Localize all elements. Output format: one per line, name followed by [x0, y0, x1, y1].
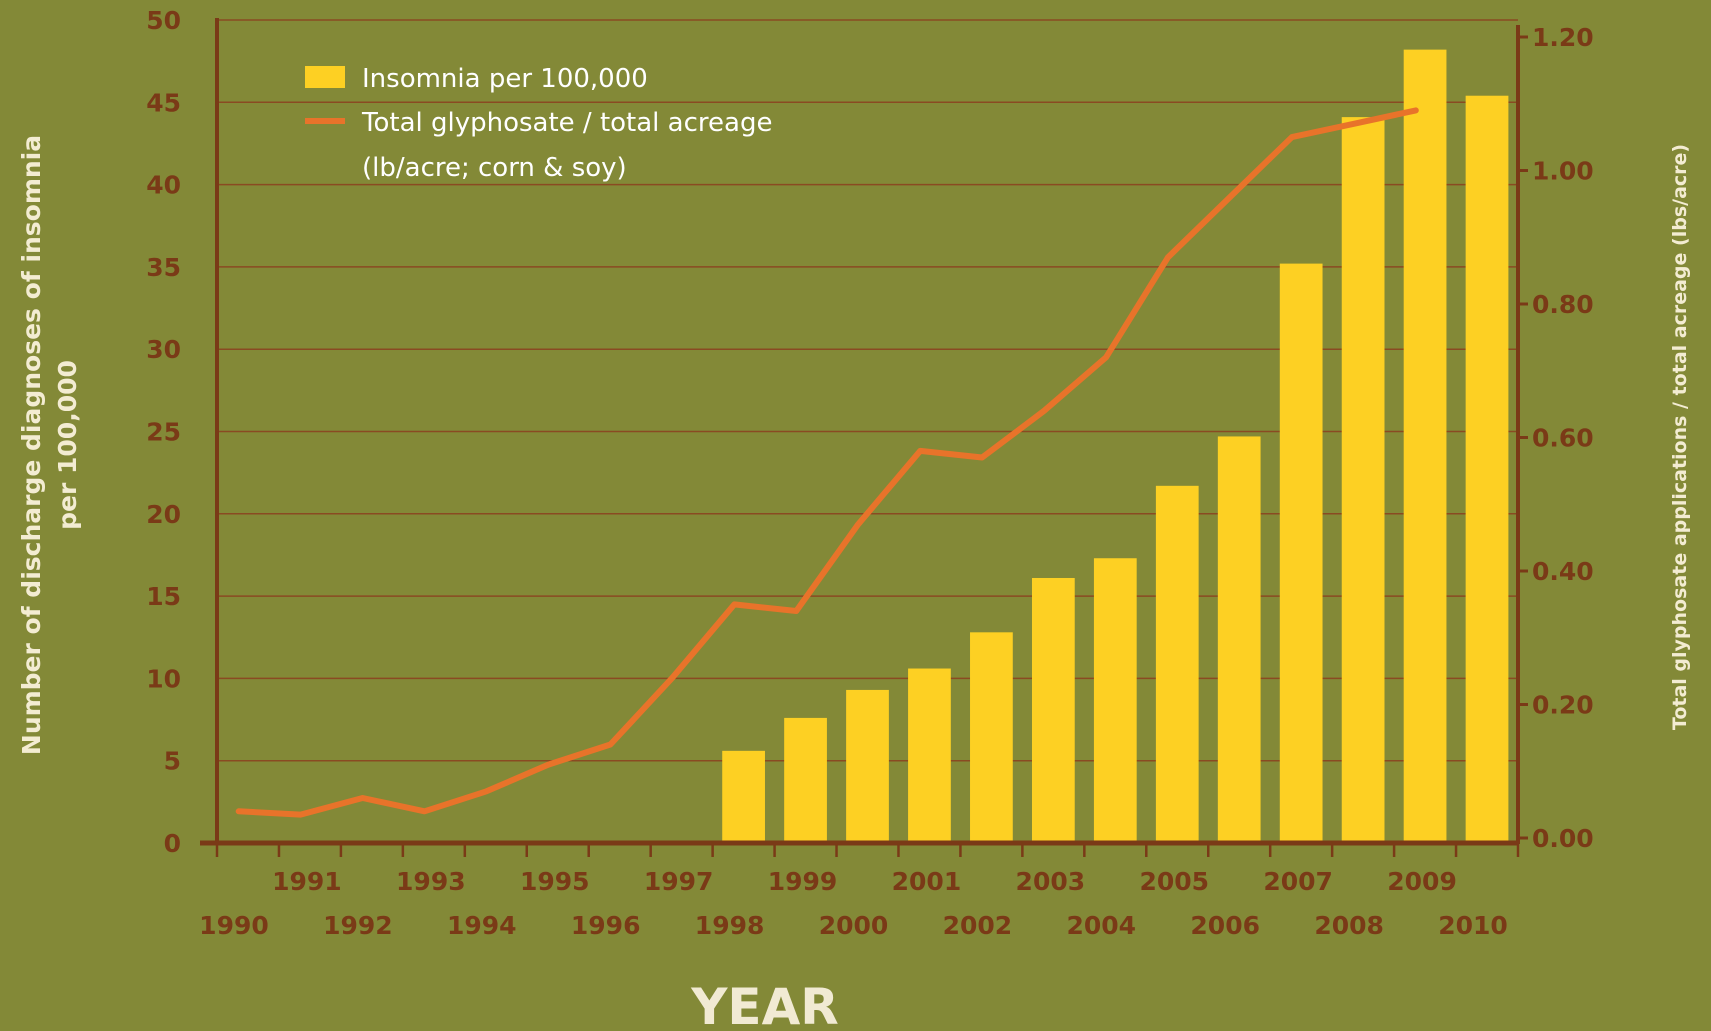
- line-point: [546, 762, 551, 767]
- bar: [1465, 95, 1509, 843]
- bar: [1155, 485, 1199, 843]
- x-tick-label: 1999: [768, 867, 838, 896]
- x-tick-label: 2004: [1067, 911, 1137, 940]
- line-point: [1351, 121, 1356, 126]
- line-point: [1413, 108, 1418, 113]
- bar: [1403, 49, 1447, 844]
- line-point: [1104, 355, 1109, 360]
- bar: [908, 668, 951, 843]
- line-point: [856, 522, 861, 527]
- x-tick-label: 1994: [447, 911, 517, 940]
- x-tick-label: 1997: [644, 867, 714, 896]
- x-tick-label: 2008: [1314, 911, 1384, 940]
- left-tick-label: 10: [146, 664, 181, 693]
- line-point: [980, 455, 985, 460]
- left-tick-label: 0: [164, 829, 181, 858]
- x-tick-label: 2001: [892, 867, 962, 896]
- tick-labels: 0 5 10 15 20 25 30 35 40 45 50 0.00 0.20 0.40 0.60 0.80…: [146, 6, 1593, 940]
- left-tick-label: 25: [146, 418, 181, 447]
- right-tick-label: 1.00: [1532, 157, 1594, 186]
- x-tick-label: 1995: [520, 867, 590, 896]
- bar: [970, 632, 1013, 843]
- right-tick-label: 0.60: [1532, 424, 1594, 453]
- left-tick-label: 40: [146, 171, 181, 200]
- line-point: [298, 812, 303, 817]
- x-tick-label: 2002: [943, 911, 1013, 940]
- bar: [1217, 436, 1261, 843]
- line-point: [484, 789, 489, 794]
- right-axis-title: Total glyphosate applications / total ac…: [1669, 144, 1691, 730]
- bar: [1341, 117, 1385, 843]
- left-tick-label: 30: [146, 335, 181, 364]
- bar: [784, 717, 827, 843]
- x-tick-label: 2010: [1438, 911, 1508, 940]
- legend-line-label: Total glyphosate / total acreage: [361, 108, 772, 138]
- axes: [200, 18, 1528, 857]
- bar: [722, 750, 765, 843]
- line-point: [918, 448, 923, 453]
- x-tick-label: 1993: [396, 867, 466, 896]
- x-tick-label: 2006: [1190, 911, 1260, 940]
- x-tick-label: 2003: [1016, 867, 1086, 896]
- x-tick-label: 1996: [571, 911, 641, 940]
- left-tick-label: 5: [164, 747, 181, 776]
- line-point: [794, 609, 799, 614]
- line-point: [1227, 195, 1232, 200]
- left-tick-label: 15: [146, 582, 181, 611]
- glyphosate-line: [235, 107, 1419, 818]
- line-point: [608, 742, 613, 747]
- right-tick-label: 0.00: [1532, 824, 1594, 853]
- x-tick-label: 1998: [695, 911, 765, 940]
- x-tick-label: 2009: [1387, 867, 1457, 896]
- x-tick-label: 2007: [1263, 867, 1333, 896]
- bar: [1279, 263, 1323, 843]
- left-tick-label: 35: [146, 253, 181, 282]
- left-tick-label: 45: [146, 88, 181, 117]
- left-axis-title: Number of discharge diagnoses of insomni…: [17, 135, 46, 755]
- bar: [1031, 577, 1075, 843]
- line-point: [732, 602, 737, 607]
- x-axis-title: YEAR: [690, 978, 839, 1031]
- bar: [1093, 558, 1137, 843]
- line-point: [1165, 255, 1170, 260]
- legend-line-label-units: (lb/acre; corn & soy): [362, 153, 627, 183]
- line-series: [235, 107, 1419, 818]
- x-tick-label: 1990: [199, 911, 269, 940]
- right-tick-label: 0.20: [1532, 691, 1594, 720]
- line-point: [236, 809, 241, 814]
- right-tick-label: 0.80: [1532, 290, 1594, 319]
- right-tick-label: 0.40: [1532, 557, 1594, 586]
- line-point: [360, 795, 365, 800]
- x-tick-label: 1992: [323, 911, 393, 940]
- bar-series: [722, 49, 1509, 844]
- x-tick-label: 2000: [819, 911, 889, 940]
- line-point: [1042, 408, 1047, 413]
- line-point: [1289, 135, 1294, 140]
- bar: [846, 689, 889, 843]
- left-axis-title-line2: per 100,000: [53, 360, 82, 530]
- right-tick-label: 1.20: [1532, 23, 1594, 52]
- x-tick-label: 2005: [1139, 867, 1209, 896]
- line-point: [670, 675, 675, 680]
- legend: Insomnia per 100,000 Total glyphosate / …: [305, 64, 772, 183]
- line-point: [422, 809, 427, 814]
- gridlines: [217, 19, 1518, 762]
- legend-bar-label: Insomnia per 100,000: [362, 64, 648, 94]
- x-tick-label: 1991: [272, 867, 342, 896]
- left-tick-label: 20: [146, 500, 181, 529]
- legend-bar-swatch: [305, 66, 345, 88]
- left-tick-label: 50: [146, 6, 181, 35]
